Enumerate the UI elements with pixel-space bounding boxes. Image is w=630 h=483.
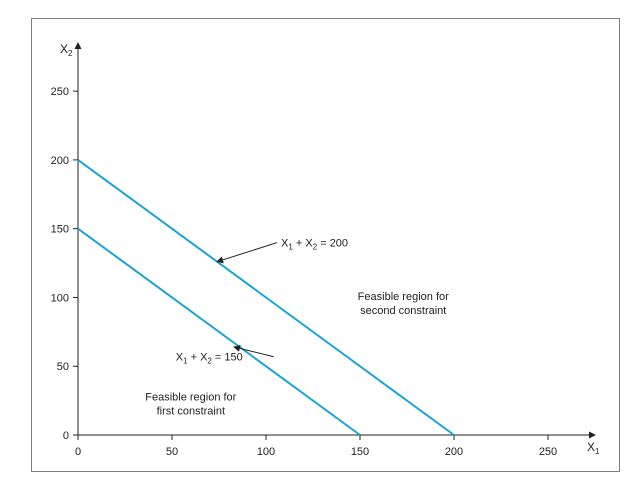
region-annotation-1: Feasible region for first constraint xyxy=(145,392,236,418)
equation-pointer-1 xyxy=(233,345,274,358)
y-axis-label: X2 xyxy=(60,42,73,58)
y-tick-label: 100 xyxy=(51,292,69,304)
x-tick-label: 200 xyxy=(445,446,463,458)
equation-label-1: X1 + X2 = 150 xyxy=(176,352,243,366)
x-tick-label: 100 xyxy=(257,446,275,458)
y-ticks: 0 50 100 150 200 250 xyxy=(51,86,78,442)
x-tick-label: 250 xyxy=(539,446,557,458)
x-tick-label: 150 xyxy=(351,446,369,458)
region-annotation-2: Feasible region for second constraint xyxy=(358,291,449,317)
y-tick-label: 150 xyxy=(51,224,69,236)
y-tick-label: 50 xyxy=(57,361,69,373)
y-tick-label: 0 xyxy=(63,430,69,442)
y-tick-label: 200 xyxy=(51,155,69,167)
equation-pointer-2 xyxy=(216,242,278,264)
annotation-layer: X1 + X2 = 150 X1 + X2 = 200 Feasible regio… xyxy=(145,238,449,418)
x-tick-label: 50 xyxy=(166,446,178,458)
y-tick-label: 250 xyxy=(51,86,69,98)
x-axis-label: X1 xyxy=(587,440,600,456)
chart-frame xyxy=(31,18,620,472)
equation-label-2: X1 + X2 = 200 xyxy=(281,238,348,252)
x-ticks: 0 50 100 150 200 250 xyxy=(75,435,557,458)
constraint-line-2 xyxy=(77,159,455,436)
constraint-line-1 xyxy=(77,227,361,436)
x-tick-label: 0 xyxy=(75,446,81,458)
series-layer xyxy=(77,159,455,436)
